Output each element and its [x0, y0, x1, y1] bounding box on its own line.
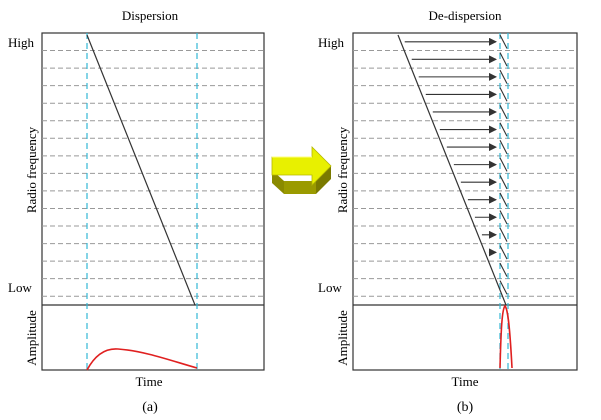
panel-b-channel-grid — [353, 50, 577, 297]
panel-b-y-label: Radio frequency — [335, 126, 350, 213]
aligned-segment — [499, 122, 508, 137]
panel-a-y-label: Radio frequency — [24, 126, 39, 213]
aligned-segment — [499, 34, 508, 49]
panel-b-low-label: Low — [318, 280, 342, 295]
panel-a-smeared-pulse — [86, 348, 198, 371]
aligned-segment — [499, 280, 508, 295]
aligned-segment — [499, 157, 508, 172]
panel-a-title: Dispersion — [122, 8, 179, 23]
panel-b-title: De-dispersion — [429, 8, 502, 23]
panel-a-frame — [41, 32, 265, 371]
panel-b: De-dispersion High Low Radio frequency A… — [318, 8, 578, 415]
transform-arrow — [271, 146, 332, 194]
aligned-segment — [499, 104, 508, 119]
panel-b-x-label: Time — [452, 374, 479, 389]
panel-a-dispersion-sweep — [86, 34, 196, 306]
aligned-segment — [499, 175, 508, 190]
panel-b-frame — [352, 32, 578, 371]
panel-b-dispersion-sweep — [397, 34, 507, 306]
panel-a-x-label: Time — [136, 374, 163, 389]
panel-b-shift-arrows — [404, 37, 497, 257]
panel-b-caption: (b) — [457, 400, 474, 415]
panel-b-aligned-pulse — [499, 304, 513, 369]
aligned-segment — [499, 140, 508, 155]
aligned-segment — [499, 227, 508, 242]
panel-a-high-label: High — [8, 35, 35, 50]
panel-a-amp-label: Amplitude — [24, 310, 39, 366]
aligned-segment — [499, 52, 508, 67]
panel-a-channel-grid — [42, 50, 264, 297]
aligned-segment — [499, 192, 508, 207]
aligned-segment — [499, 245, 508, 260]
aligned-segment — [499, 262, 508, 277]
panel-b-high-label: High — [318, 35, 345, 50]
panel-b-amp-label: Amplitude — [335, 310, 350, 366]
panel-a: Dispersion High Low Radio frequency Ampl… — [8, 8, 265, 415]
aligned-segment — [499, 87, 508, 102]
aligned-segment — [499, 210, 508, 225]
panel-a-caption: (a) — [142, 400, 158, 415]
aligned-segment — [499, 69, 508, 84]
panel-a-low-label: Low — [8, 280, 32, 295]
panel-b-aligned-segments — [499, 34, 508, 295]
